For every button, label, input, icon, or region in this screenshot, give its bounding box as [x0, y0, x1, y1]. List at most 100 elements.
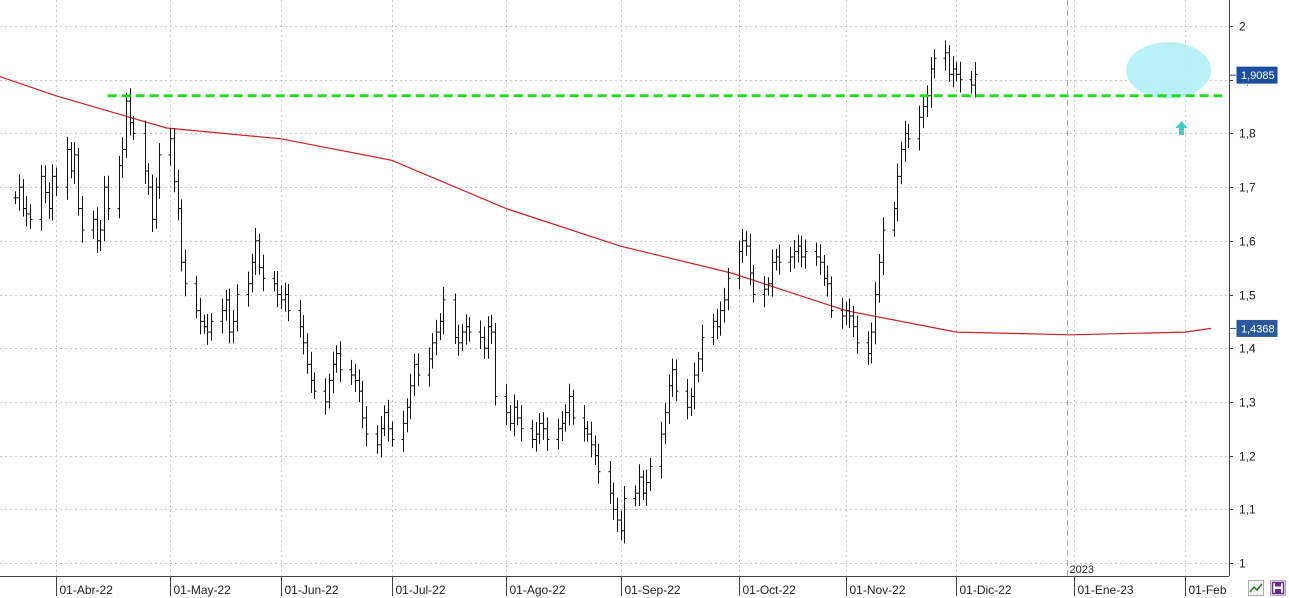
price-bar — [696, 351, 701, 383]
price-bar — [943, 40, 948, 71]
price-bar — [873, 282, 878, 345]
price-bar — [692, 362, 697, 410]
price-bar — [545, 417, 550, 451]
price-bar — [467, 317, 472, 342]
price-bar — [353, 363, 358, 392]
price-bar — [146, 163, 151, 195]
price-bar — [825, 265, 830, 297]
price-bar — [740, 229, 745, 264]
price-bar — [301, 315, 306, 355]
price-bar — [231, 310, 236, 344]
chart-type-button[interactable] — [1248, 580, 1264, 596]
price-bar — [917, 105, 922, 151]
price-bar — [131, 115, 136, 141]
x-tick-label: 01-Jun-22 — [285, 583, 339, 597]
price-bar — [659, 421, 664, 479]
price-bar — [663, 402, 668, 445]
price-bar — [80, 195, 85, 243]
year-marker-layer: 2023 — [1067, 0, 1094, 576]
price-bar — [541, 412, 546, 440]
price-bar — [508, 405, 513, 431]
save-icon — [1271, 581, 1285, 595]
price-bar — [246, 271, 251, 307]
price-bar — [338, 341, 343, 383]
price-bar — [72, 141, 77, 184]
price-bar — [120, 137, 125, 178]
price-bar — [65, 136, 70, 200]
price-bar — [253, 228, 258, 276]
price-bar — [829, 276, 834, 318]
price-bar — [770, 249, 775, 297]
price-bars — [13, 40, 978, 544]
highlight-ellipse-layer — [1126, 42, 1211, 99]
price-bar — [751, 265, 756, 303]
price-bar — [416, 353, 421, 387]
moving-average-tag: 1,4368 — [1229, 318, 1279, 338]
price-bar — [401, 410, 406, 453]
price-bar — [615, 497, 620, 532]
price-bar — [334, 345, 339, 373]
price-bar — [589, 421, 594, 458]
price-bar — [818, 244, 823, 275]
save-button[interactable] — [1270, 580, 1286, 596]
price-bar — [869, 322, 874, 364]
x-tick-label: 01-Nov-22 — [850, 583, 906, 597]
price-tags: 1,9085 1,4368 — [1229, 65, 1279, 338]
price-bar — [323, 378, 328, 415]
x-tick-label: 01-Sep-22 — [625, 583, 681, 597]
price-bar — [674, 359, 679, 402]
price-bar — [209, 312, 214, 341]
price-bar — [567, 383, 572, 426]
price-bar — [556, 418, 561, 450]
price-bar — [530, 420, 535, 449]
price-bar — [611, 482, 616, 520]
price-bar — [504, 383, 509, 426]
x-axis-ticks: 01-Abr-22 01-May-22 01-Jun-22 01-Jul-22 01-A… — [56, 576, 1227, 597]
price-bar — [412, 353, 417, 397]
y-tick-label: 1 — [1239, 557, 1246, 571]
price-bar — [168, 128, 173, 166]
y-tick-label: 1,1 — [1239, 503, 1256, 517]
price-bar — [305, 333, 310, 374]
price-bar — [563, 404, 568, 432]
price-bar — [24, 196, 29, 227]
y-tick-label: 1,8 — [1239, 127, 1256, 141]
price-bar — [124, 92, 129, 158]
price-bar — [220, 298, 225, 334]
price-bar — [792, 240, 797, 269]
price-bar — [777, 244, 782, 275]
x-tick-label: 01-May-22 — [174, 583, 232, 597]
price-bar — [803, 239, 808, 269]
price-bar — [279, 285, 284, 310]
price-bar — [39, 164, 44, 231]
plot-background — [0, 0, 1229, 576]
price-bar — [633, 485, 638, 507]
price-bar — [762, 276, 767, 308]
price-bar — [50, 164, 55, 221]
price-bar — [637, 464, 642, 507]
price-bar — [227, 288, 232, 344]
price-bar — [28, 204, 33, 229]
price-bar — [932, 49, 937, 79]
price-bar — [434, 319, 439, 356]
y-tick-label: 1,5 — [1239, 289, 1256, 303]
price-bar — [958, 61, 963, 93]
price-bar — [386, 399, 391, 442]
price-bar — [194, 276, 199, 319]
price-bar — [382, 405, 387, 436]
price-bar — [482, 326, 487, 360]
price-bar — [349, 359, 354, 385]
price-bar — [571, 389, 576, 425]
price-bar — [257, 233, 262, 275]
price-bar — [456, 324, 461, 356]
y-tick-label: 1,7 — [1239, 181, 1256, 195]
price-bar — [430, 333, 435, 369]
price-bar — [726, 267, 731, 311]
price-bar — [954, 61, 959, 82]
line-chart-icon — [1249, 583, 1263, 593]
price-bar — [102, 175, 107, 242]
last-price-tag-label: 1,9085 — [1241, 70, 1275, 82]
x-tick-label: 01-Dic-22 — [960, 583, 1012, 597]
price-bar — [98, 219, 103, 252]
